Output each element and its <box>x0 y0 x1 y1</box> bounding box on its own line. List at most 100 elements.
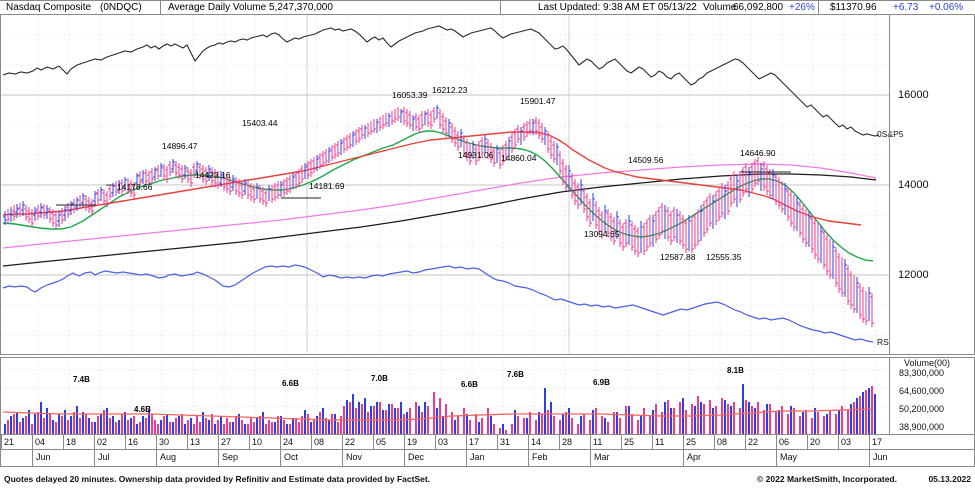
date-tick-19: 11 <box>590 435 621 450</box>
footer-disclaimer: Quotes delayed 20 minutes. Ownership dat… <box>4 474 431 484</box>
date-month-row: Jun Jul Aug Sep Oct Nov Dec Jan Feb Mar … <box>1 450 975 466</box>
price-annotation-14860-04: 14860.04 <box>501 153 537 163</box>
price-axis-divider <box>889 15 890 354</box>
price-chart-svg: 0S&P5 RS <box>1 15 904 353</box>
date-month-jun2: Jun <box>869 450 974 466</box>
volume-axis-label-1: 83,300,000 <box>899 368 945 378</box>
volume-axis-divider <box>889 358 890 434</box>
header-last-updated: Last Updated: 9:38 AM ET 05/13/22 <box>538 2 697 13</box>
date-tick-11: 22 <box>342 435 373 450</box>
price-axis-label-14000: 14000 <box>898 179 929 191</box>
date-tick-25: 06 <box>776 435 807 450</box>
relative-strength-line <box>2 264 874 343</box>
header-volume-value: 66,092,800 <box>733 2 784 13</box>
date-tick-2: 18 <box>63 435 94 450</box>
date-month-aug: Aug <box>156 450 218 466</box>
date-tick-18: 28 <box>559 435 590 450</box>
ma-black-line <box>2 173 877 267</box>
date-month-nov: Nov <box>342 450 404 466</box>
volume-axis-label-3: 50,200,000 <box>899 404 945 414</box>
date-tick-17: 14 <box>528 435 559 450</box>
price-plot-area: 0S&P5 RS <box>1 15 974 353</box>
rs-tag-text: RS <box>877 337 889 347</box>
date-tick-27: 03 <box>838 435 869 450</box>
price-annotation-14178-66: 14178.66 <box>117 182 153 192</box>
price-axis-label-12000: 12000 <box>898 269 929 281</box>
annotation-leader-lines <box>56 171 791 206</box>
volume-plot-area <box>1 358 974 434</box>
date-tick-4: 16 <box>125 435 156 450</box>
volume-bars <box>4 384 876 434</box>
header-volume-change: +26% <box>789 2 815 13</box>
date-tick-8: 10 <box>249 435 280 450</box>
price-bars <box>3 105 874 327</box>
date-tick-14: 03 <box>435 435 466 450</box>
footer-copyright: © 2022 MarketSmith, Incorporated. <box>757 474 897 484</box>
header-average-daily-volume: Average Daily Volume 5,247,370,000 <box>168 2 333 13</box>
date-tick-12: 05 <box>373 435 404 450</box>
header-volume-label: Volume <box>703 2 737 13</box>
date-tick-23: 08 <box>714 435 745 450</box>
footer-date: 05.13.2022 <box>928 474 971 484</box>
volume-chart-svg <box>1 358 889 434</box>
price-annotation-13094-65: 13094.65 <box>584 229 620 239</box>
volume-moving-average-line <box>2 408 872 421</box>
date-tick-26: 20 <box>807 435 838 450</box>
date-month-may: May <box>776 450 869 466</box>
header-divider-1 <box>160 1 161 14</box>
price-annotation-15901-47: 15901.47 <box>520 96 556 106</box>
price-annotation-14423-16: 14423.16 <box>195 170 231 180</box>
header-symbol-code: (0NDQC) <box>100 2 142 13</box>
date-tick-5: 30 <box>156 435 187 450</box>
price-annotation-16212-23: 16212.23 <box>432 85 468 95</box>
price-annotation-14931-06: 14931.06 <box>458 150 494 160</box>
date-month-dec: Dec <box>404 450 466 466</box>
date-tick-9: 24 <box>280 435 311 450</box>
date-tick-15: 17 <box>466 435 497 450</box>
header-price-change: +6.73 <box>893 2 919 13</box>
volume-annotation-6: 7.6B <box>507 370 524 379</box>
price-annotation-16053-39: 16053.39 <box>392 90 428 100</box>
date-month-oct: Oct <box>280 450 342 466</box>
footer-bar: Quotes delayed 20 minutes. Ownership dat… <box>0 468 975 490</box>
volume-axis-title: Volume(00) <box>904 358 951 368</box>
date-tick-16: 31 <box>497 435 528 450</box>
date-month-jul: Jul <box>94 450 156 466</box>
volume-annotation-5: 6.6B <box>461 380 478 389</box>
price-annotation-12587-88: 12587.88 <box>660 252 696 262</box>
volume-chart-panel[interactable]: 7.4B 4.6B 6.6B 7.0B 6.6B 7.6B 6.9B 8.1B … <box>0 357 975 435</box>
date-tick-1: 04 <box>32 435 63 450</box>
date-month-jan: Jan <box>466 450 528 466</box>
price-axis-label-16000: 16000 <box>898 89 929 101</box>
date-tick-22: 25 <box>683 435 714 450</box>
volume-annotation-4: 7.0B <box>371 374 388 383</box>
volume-axis-label-2: 64,600,000 <box>899 386 945 396</box>
date-tick-24: 22 <box>745 435 776 450</box>
price-annotation-12555-35: 12555.35 <box>706 252 742 262</box>
volume-axis-label-4: 38,900,000 <box>899 422 945 432</box>
volume-annotation-3: 6.6B <box>282 379 299 388</box>
price-annotation-15403-44: 15403.44 <box>242 118 278 128</box>
ma-red-line <box>2 131 862 226</box>
chart-header-bar: Nasdaq Composite (0NDQC) Average Daily V… <box>0 0 975 15</box>
price-annotation-14181-69: 14181.69 <box>309 181 345 191</box>
benchmark-sp500-line <box>2 25 880 137</box>
date-tick-21: 11 <box>652 435 683 450</box>
date-month-feb: Feb <box>528 450 590 466</box>
date-month-mar: Mar <box>590 450 683 466</box>
price-chart-panel[interactable]: 0S&P5 RS 14178.66 14896.47 14423.16 1540… <box>0 15 975 355</box>
header-symbol-name: Nasdaq Composite <box>6 2 92 13</box>
date-tick-row: 21 04 18 02 16 30 13 27 10 24 08 22 05 1… <box>1 435 975 450</box>
date-axis-panel: 21 04 18 02 16 30 13 27 10 24 08 22 05 1… <box>0 435 975 467</box>
volume-annotation-7: 6.9B <box>593 378 610 387</box>
ma-pink-line <box>2 163 877 249</box>
benchmark-tag-text: 0S&P5 <box>877 129 904 139</box>
price-annotation-14646-90: 14646.90 <box>740 148 776 158</box>
date-tick-28: 17 <box>869 435 900 450</box>
header-divider-3 <box>818 1 819 14</box>
ma-green-line <box>2 130 874 262</box>
date-tick-13: 19 <box>404 435 435 450</box>
header-price: $11370.96 <box>830 2 877 13</box>
volume-annotation-1: 7.4B <box>73 375 90 384</box>
